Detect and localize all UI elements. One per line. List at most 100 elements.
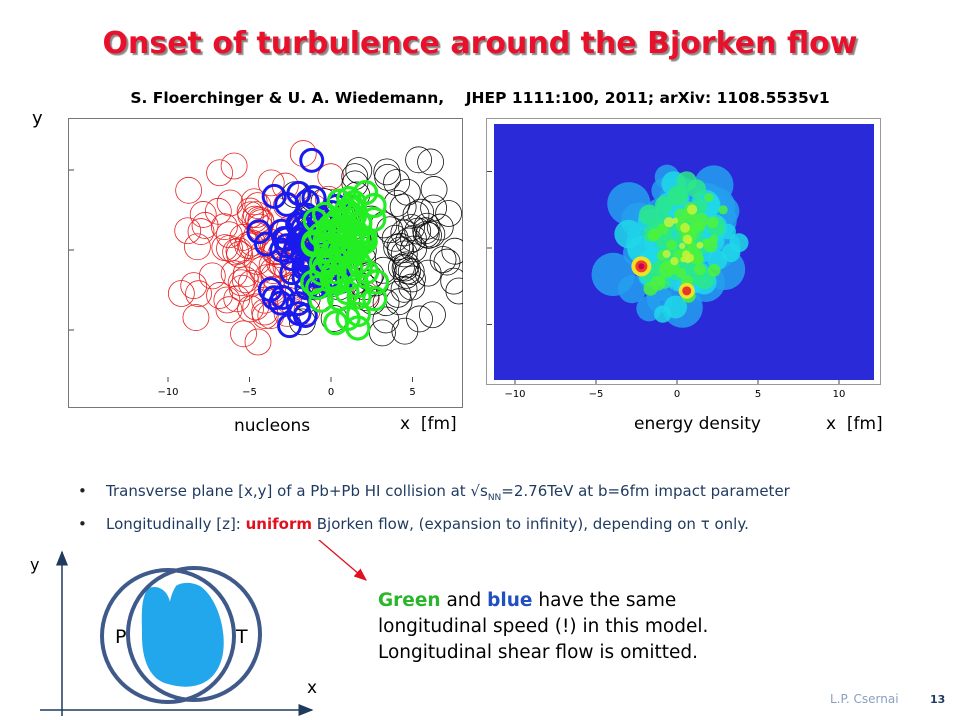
spectator-nucleon-projectile [182, 304, 210, 331]
participant-nucleon-green [335, 305, 361, 331]
spectator-nucleon-target [435, 200, 463, 227]
reference-citation: S. Floerchinger & U. A. Wiedemann, JHEP … [130, 89, 830, 107]
bullet-1-text-end: =2.76TeV at b=6fm impact parameter [501, 482, 790, 500]
energy-density-blob [638, 204, 660, 226]
participant-nucleon-blue [270, 284, 296, 310]
participant-nucleon-green [346, 284, 372, 310]
participant-nucleon-blue [257, 277, 283, 303]
energy-density-blob [679, 242, 686, 250]
nucleons-plot: −10−5051050−5 [68, 118, 463, 408]
spectator-nucleon-projectile [180, 272, 208, 300]
energy-density-blob [686, 204, 698, 215]
spectator-nucleon-projectile [187, 218, 215, 245]
bullet-2-text: Longitudinally [z]: [106, 515, 246, 533]
participant-nucleon-green [362, 286, 388, 312]
note-line-1-rest: have the same [532, 590, 677, 611]
spectator-nucleon-projectile [237, 232, 265, 260]
bullet-list: • Transverse plane [x,y] of a Pb+Pb HI c… [78, 481, 918, 547]
spectator-nucleon-target [395, 227, 423, 255]
spectator-nucleon-target [419, 301, 446, 329]
participant-nucleon-blue [273, 226, 299, 252]
spectator-nucleon-projectile [174, 217, 202, 245]
bullet-1-text: Transverse plane [x,y] of a Pb+Pb HI col… [106, 482, 488, 500]
participant-nucleon-blue [261, 183, 287, 209]
overlap-region [141, 582, 224, 687]
energy-density-blob [667, 185, 688, 206]
collision-sketch [40, 540, 367, 716]
spectator-nucleon-target [404, 217, 432, 245]
participant-nucleon-green [313, 232, 339, 258]
spectator-nucleon-projectile [175, 176, 203, 204]
x-tick-label: −5 [589, 389, 604, 400]
spectator-nucleon-projectile [245, 206, 273, 234]
bullet-dot: • [78, 482, 87, 500]
energy-density-blob [680, 222, 690, 233]
note-line-1: Green and blue have the same [378, 588, 798, 614]
spectator-nucleon-projectile [220, 260, 248, 288]
energy-density-blob [682, 234, 693, 244]
nucleons-axis-ticks: −10−5051050−5 [69, 169, 416, 398]
spectator-nucleon-projectile [227, 269, 255, 297]
energy-density-blob [685, 253, 695, 263]
energy-density-blob [655, 195, 673, 214]
energy-density-blob [661, 260, 671, 270]
bullet-1-subscript: NN [487, 493, 502, 503]
spectator-nucleon-target [433, 248, 461, 276]
energy-density-blob [591, 252, 635, 297]
note-blue-word: blue [487, 590, 533, 611]
note-line-3: Longitudinal shear flow is omitted. [378, 642, 699, 663]
spectator-nucleon-projectile [184, 233, 211, 261]
energy-density-blob [707, 263, 721, 277]
energy-density-blob [649, 228, 662, 241]
spectator-nucleon-target [405, 146, 433, 174]
spectator-nucleon-target [389, 193, 417, 221]
energy-density-blob [674, 208, 688, 222]
energy-density-blob [718, 205, 728, 215]
energy-density-blob [729, 233, 749, 253]
participant-nucleon-green [323, 310, 349, 336]
target-label: T [236, 626, 248, 648]
x-tick-label: −5 [242, 387, 257, 398]
left-plot-y-label: y [32, 108, 43, 129]
spectator-nucleon-target [420, 194, 448, 222]
spectator-nucleon-projectile [220, 152, 248, 180]
spectator-nucleon-target [406, 305, 433, 333]
spectator-nucleon-projectile [240, 188, 268, 216]
energy-density-blob [689, 221, 702, 234]
x-tick-label: 0 [674, 389, 680, 400]
spectator-nucleon-target [392, 261, 420, 289]
spectator-nucleon-target [383, 234, 411, 261]
spectator-nucleon-projectile [213, 286, 241, 314]
spectator-nucleon-target [441, 237, 463, 265]
slide-number: 13 [930, 693, 946, 706]
note-green-word: Green [378, 590, 441, 611]
model-note: Green and blue have the same longitudina… [378, 588, 798, 666]
spectator-nucleon-projectile [215, 296, 243, 324]
energy-density-plot: −10−5051050−5 [486, 118, 881, 400]
energy-density-hotspot [638, 263, 645, 270]
energy-density-blob [670, 256, 679, 266]
spectator-nucleon-projectile [237, 295, 264, 323]
spectator-nucleon-projectile [242, 201, 270, 229]
energy-density-blob [663, 217, 675, 228]
x-tick-label: −10 [504, 389, 525, 400]
spectator-nucleon-projectile [215, 221, 243, 249]
spectator-nucleon-projectile [198, 262, 226, 290]
projectile-label: P [115, 626, 127, 648]
spectator-nucleon-projectile [257, 169, 285, 197]
participant-nucleon-blue [299, 147, 325, 173]
energy-density-blob [696, 241, 704, 249]
spectator-nucleon-target [407, 198, 435, 226]
spectator-nucleon-target [381, 224, 409, 252]
spectator-nucleon-target [414, 259, 442, 287]
spectator-nucleon-projectile [216, 189, 244, 217]
participant-nucleon-blue [274, 191, 300, 217]
x-tick-label: 5 [409, 387, 415, 398]
energy-density-blobs [591, 164, 749, 328]
spectator-nucleon-target [417, 148, 444, 176]
spectator-nucleon-target [420, 176, 448, 203]
spectator-nucleon-target [413, 212, 441, 240]
spectator-nucleon-target [402, 201, 430, 229]
spectator-nucleon-target [398, 273, 426, 301]
energy-density-blob [704, 192, 714, 203]
